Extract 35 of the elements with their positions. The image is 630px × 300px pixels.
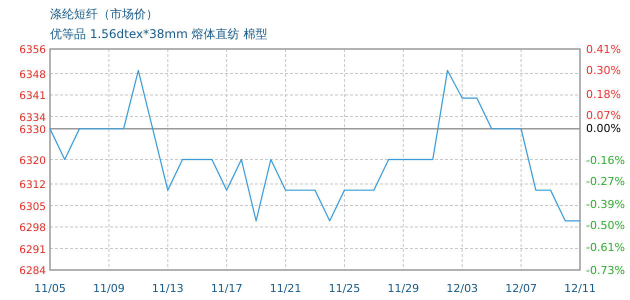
y2-tick-label: -0.27% bbox=[586, 175, 625, 188]
y-tick-label: 6320 bbox=[19, 155, 46, 167]
y-tick-label: 6334 bbox=[19, 112, 46, 124]
y2-tick-label: 0.00% bbox=[586, 122, 621, 135]
y2-tick-label: -0.50% bbox=[586, 219, 625, 232]
x-tick-label: 12/11 bbox=[564, 282, 596, 295]
x-tick-label: 11/21 bbox=[270, 282, 302, 295]
x-tick-label: 12/07 bbox=[505, 282, 537, 295]
y2-tick-label: 0.30% bbox=[586, 64, 621, 77]
y-tick-label: 6330 bbox=[19, 124, 46, 136]
y2-tick-label: -0.61% bbox=[586, 241, 625, 254]
y-tick-label: 6348 bbox=[19, 69, 46, 81]
y-tick-label: 6305 bbox=[19, 201, 46, 213]
x-tick-label: 11/09 bbox=[93, 282, 125, 295]
y-tick-label: 6312 bbox=[19, 179, 46, 191]
y2-tick-label: 0.18% bbox=[586, 88, 621, 101]
y-tick-label: 6291 bbox=[19, 244, 46, 256]
y-tick-label: 6356 bbox=[19, 44, 46, 56]
x-tick-label: 11/13 bbox=[152, 282, 184, 295]
x-tick-label: 11/25 bbox=[328, 282, 360, 295]
y2-tick-label: -0.73% bbox=[586, 264, 625, 277]
chart-title: 涤纶短纤（市场价） bbox=[50, 7, 158, 21]
y2-tick-label: 0.41% bbox=[586, 43, 621, 56]
y-tick-label: 6341 bbox=[19, 90, 46, 102]
y2-tick-label: 0.07% bbox=[586, 109, 621, 122]
y2-tick-label: -0.16% bbox=[586, 154, 625, 167]
y-tick-label: 6298 bbox=[19, 222, 46, 234]
x-tick-label: 11/17 bbox=[210, 282, 243, 295]
x-tick-label: 11/05 bbox=[34, 282, 66, 295]
x-tick-label: 11/29 bbox=[387, 282, 420, 295]
chart-subtitle: 优等品 1.56dtex*38mm 熔体直纺 棉型 bbox=[50, 27, 268, 41]
y2-tick-label: -0.39% bbox=[586, 198, 625, 211]
x-tick-label: 12/03 bbox=[446, 282, 478, 295]
y-tick-label: 6284 bbox=[19, 265, 46, 277]
line-series bbox=[49, 70, 581, 222]
